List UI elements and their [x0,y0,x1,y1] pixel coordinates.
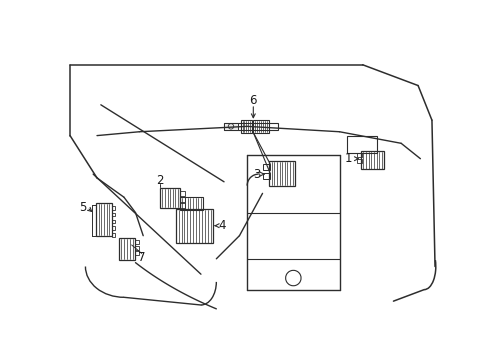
Text: 6: 6 [249,94,257,107]
Text: 1: 1 [345,152,352,165]
Bar [357,159,361,163]
Bar [346,136,376,153]
Bar [135,251,139,255]
Text: 2: 2 [156,174,163,187]
Bar [176,209,213,243]
Bar [269,161,294,186]
Text: 4: 4 [218,219,225,232]
Bar [160,188,180,208]
Bar [224,122,238,130]
Bar [262,173,270,180]
Text: 7: 7 [138,251,145,264]
Bar [180,197,184,202]
Bar [96,203,111,236]
Bar [360,151,384,170]
Bar [253,120,268,132]
Bar [118,238,135,260]
Bar [111,220,115,223]
Bar [241,120,251,132]
Bar [357,153,361,157]
Bar [180,203,184,208]
Bar [262,164,270,170]
Bar [224,122,277,130]
Bar [111,233,115,237]
Text: 3: 3 [252,168,260,181]
Bar [111,226,115,230]
Bar [135,240,139,244]
Bar [180,191,184,195]
Bar [180,197,203,210]
Bar [111,213,115,216]
Bar [135,246,139,249]
Bar [111,206,115,210]
Text: 5: 5 [79,201,86,214]
